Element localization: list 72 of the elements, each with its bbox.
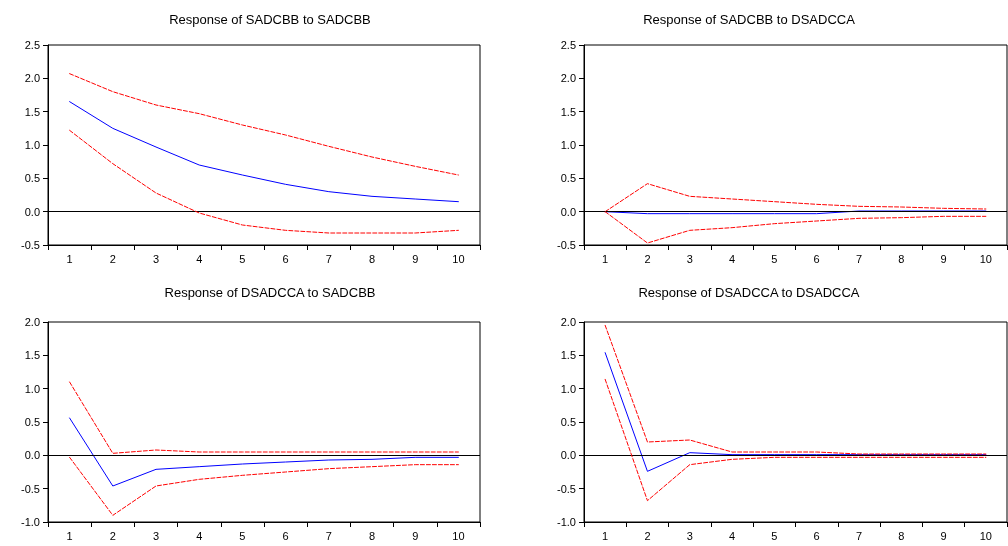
y-tick-label: 0.5	[24, 416, 40, 428]
x-tick-label: 3	[686, 529, 693, 542]
x-tick-label: 2	[109, 252, 116, 265]
x-tick-label: 10	[452, 529, 465, 542]
y-tick-label: 1.0	[24, 382, 40, 395]
y-tick-label: 1.0	[560, 382, 576, 395]
x-tick-label: 1	[602, 252, 609, 265]
y-tick-label: 1.0	[560, 139, 576, 151]
x-tick-label: 4	[196, 529, 203, 542]
x-tick-label: 1	[66, 529, 73, 542]
x-tick-label: 5	[771, 529, 778, 542]
y-tick-label: 0.0	[24, 205, 40, 218]
x-tick-label: 5	[771, 252, 778, 265]
y-tick-label: -0.5	[557, 482, 576, 495]
y-tick-label: 0.5	[560, 172, 576, 185]
y-tick-label: -0.5	[557, 239, 576, 251]
x-tick-label: 4	[196, 252, 203, 265]
chart-title: Response of DSADCCA to DSADCCA	[638, 285, 860, 300]
y-tick-label: -0.5	[21, 482, 40, 495]
y-tick-label: 1.5	[24, 349, 40, 362]
x-tick-label: 6	[282, 252, 289, 265]
y-tick-label: 1.5	[560, 349, 576, 362]
y-tick-label: 0.0	[24, 449, 40, 462]
y-tick-label: 0.5	[24, 172, 40, 185]
x-tick-label: 3	[686, 252, 693, 265]
y-tick-label: 0.0	[560, 205, 576, 218]
x-tick-label: 4	[728, 252, 736, 265]
y-tick-label: -0.5	[21, 239, 40, 251]
chart-title: Response of DSADCCA to SADCBB	[164, 285, 376, 300]
x-tick-label: 9	[940, 252, 947, 265]
y-tick-label: 2.0	[560, 72, 576, 85]
x-tick-label: 8	[898, 529, 905, 542]
y-tick-label: 2.0	[24, 316, 40, 328]
x-tick-label: 5	[239, 529, 246, 542]
x-tick-label: 7	[855, 529, 863, 542]
x-tick-label: 7	[855, 252, 863, 265]
chart-title: Response of SADCBB to DSADCCA	[643, 12, 856, 27]
x-tick-label: 8	[368, 252, 376, 265]
x-tick-label: 7	[325, 252, 332, 265]
x-tick-label: 8	[368, 529, 376, 542]
y-tick-label: 1.5	[24, 105, 40, 118]
x-tick-label: 2	[644, 529, 651, 542]
x-tick-label: 8	[898, 252, 905, 265]
y-tick-label: 1.0	[24, 139, 40, 151]
y-tick-label: 2.5	[560, 39, 576, 51]
x-tick-label: 3	[152, 252, 160, 265]
x-tick-label: 3	[152, 529, 160, 542]
x-tick-label: 9	[412, 252, 419, 265]
x-tick-label: 2	[644, 252, 651, 265]
y-tick-label: 0.0	[560, 449, 576, 462]
x-tick-label: 6	[813, 252, 820, 265]
x-tick-label: 7	[325, 529, 332, 542]
y-tick-label: -1.0	[557, 516, 576, 528]
y-tick-label: -1.0	[21, 516, 40, 528]
y-tick-label: 2.0	[24, 72, 40, 85]
y-tick-label: 2.5	[24, 39, 40, 51]
x-tick-label: 6	[813, 529, 820, 542]
y-tick-label: 0.5	[560, 416, 576, 428]
x-tick-label: 10	[979, 252, 992, 265]
y-tick-label: 1.5	[560, 105, 576, 118]
x-tick-label: 1	[66, 252, 73, 265]
x-tick-label: 10	[979, 529, 992, 542]
x-tick-label: 4	[728, 529, 736, 542]
x-tick-label: 2	[109, 529, 116, 542]
x-tick-label: 10	[452, 252, 465, 265]
x-tick-label: 6	[282, 529, 289, 542]
x-tick-label: 5	[239, 252, 246, 265]
x-tick-label: 1	[602, 529, 609, 542]
chart-title: Response of SADCBB to SADCBB	[169, 12, 371, 27]
x-tick-label: 9	[940, 529, 947, 542]
x-tick-label: 9	[412, 529, 419, 542]
y-tick-label: 2.0	[560, 316, 576, 328]
